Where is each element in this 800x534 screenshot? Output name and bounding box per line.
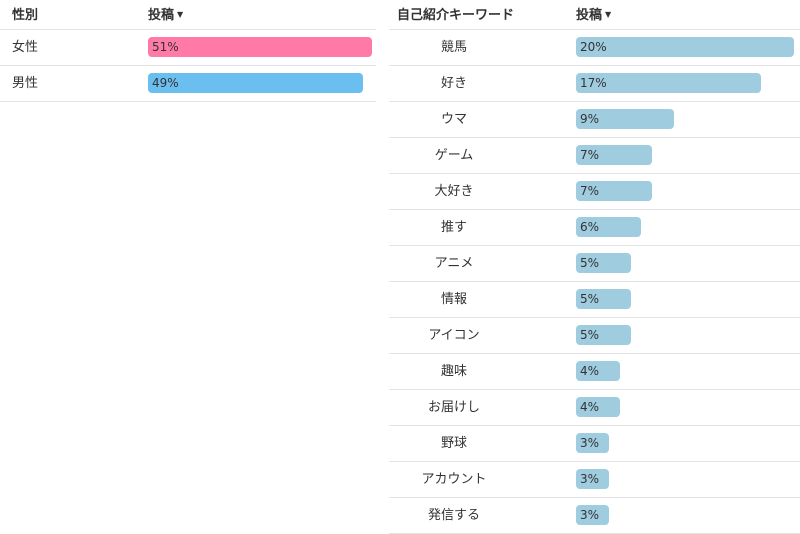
table-row: 発信する 3%: [389, 498, 800, 534]
bar-track: 49%: [148, 73, 372, 93]
bar: 3%: [576, 505, 609, 525]
gender-table: 性別 投稿 ▼ 女性 51% 男性 49%: [0, 0, 376, 102]
gender-table-header: 性別 投稿 ▼: [0, 0, 376, 30]
table-row: 大好き 7%: [389, 174, 800, 210]
gender-posts-column-header[interactable]: 投稿 ▼: [148, 4, 183, 23]
bar-value-label: 7%: [580, 184, 600, 198]
bar: 9%: [576, 109, 675, 129]
sort-desc-icon[interactable]: ▼: [605, 10, 612, 19]
keyword-label: ゲーム: [434, 148, 474, 163]
bar-value-label: 7%: [580, 148, 600, 162]
keyword-label: 情報: [440, 292, 467, 307]
bar-track: 3%: [576, 469, 794, 489]
bar: 20%: [576, 37, 794, 57]
bar-track: 17%: [576, 73, 794, 93]
bar: 4%: [576, 361, 620, 381]
keyword-label: アイコン: [428, 328, 480, 343]
table-row: アカウント 3%: [389, 462, 800, 498]
keyword-label: 大好き: [434, 184, 474, 199]
keyword-posts-column-header[interactable]: 投稿 ▼: [576, 4, 611, 23]
bar-value-label: 4%: [580, 364, 600, 378]
bar-value-label: 4%: [580, 400, 600, 414]
bar-track: 4%: [576, 397, 794, 417]
keyword-label: 好き: [440, 76, 467, 91]
bar-track: 3%: [576, 505, 794, 525]
keyword-label: 野球: [440, 436, 467, 451]
table-row: 野球 3%: [389, 426, 800, 462]
bar-value-label: 17%: [580, 76, 607, 90]
bar: 51%: [148, 37, 372, 57]
bar: 6%: [576, 217, 642, 237]
bar: 17%: [576, 73, 762, 93]
keyword-rows: 競馬 20% 好き 17% ウマ 9% ゲーム 7% 大好き 7% 推す 6% アニメ 5% 情報 5% アイコ…: [389, 30, 800, 534]
bar-value-label: 5%: [580, 292, 600, 306]
gender-column-header: 性別: [12, 8, 39, 23]
keyword-label: アニメ: [434, 256, 474, 271]
keyword-label: お届けし: [427, 400, 480, 415]
bar-value-label: 51%: [152, 40, 179, 54]
bar-track: 20%: [576, 37, 794, 57]
table-row: 情報 5%: [389, 282, 800, 318]
bar-value-label: 6%: [580, 220, 600, 234]
keyword-label: 推す: [440, 220, 467, 235]
bar-track: 5%: [576, 253, 794, 273]
keyword-table: 自己紹介キーワード 投稿 ▼ 競馬 20% 好き 17% ウマ 9% ゲーム 7% 大好き 7% 推す…: [389, 0, 800, 534]
bar-value-label: 20%: [580, 40, 607, 54]
bar-value-label: 49%: [152, 76, 179, 90]
keyword-posts-header-label: 投稿: [576, 8, 603, 23]
keyword-column-header: 自己紹介キーワード: [397, 8, 515, 23]
table-row: お届けし 4%: [389, 390, 800, 426]
table-row: アイコン 5%: [389, 318, 800, 354]
bar: 5%: [576, 253, 631, 273]
table-row: 趣味 4%: [389, 354, 800, 390]
gender-label: 男性: [12, 76, 39, 91]
bar: 3%: [576, 469, 609, 489]
keyword-label: 競馬: [440, 40, 467, 55]
bar-track: 9%: [576, 109, 794, 129]
table-row: 競馬 20%: [389, 30, 800, 66]
table-row: 好き 17%: [389, 66, 800, 102]
bar-track: 7%: [576, 181, 794, 201]
bar: 4%: [576, 397, 620, 417]
bar-track: 51%: [148, 37, 372, 57]
keyword-label: 趣味: [440, 364, 467, 379]
table-row: 男性 49%: [0, 66, 376, 102]
bar: 5%: [576, 325, 631, 345]
bar-value-label: 9%: [580, 112, 600, 126]
bar-value-label: 5%: [580, 328, 600, 342]
keyword-label: ウマ: [440, 112, 467, 127]
gender-rows: 女性 51% 男性 49%: [0, 30, 376, 102]
table-row: ウマ 9%: [389, 102, 800, 138]
table-row: ゲーム 7%: [389, 138, 800, 174]
bar-track: 7%: [576, 145, 794, 165]
bar: 3%: [576, 433, 609, 453]
bar-value-label: 3%: [580, 436, 600, 450]
bar-value-label: 3%: [580, 472, 600, 486]
bar-track: 5%: [576, 289, 794, 309]
bar-track: 5%: [576, 325, 794, 345]
keyword-label: 発信する: [427, 508, 480, 523]
keyword-label: アカウント: [421, 472, 487, 487]
bar-track: 6%: [576, 217, 794, 237]
table-row: アニメ 5%: [389, 246, 800, 282]
gender-label: 女性: [12, 40, 39, 55]
bar-value-label: 5%: [580, 256, 600, 270]
sort-desc-icon[interactable]: ▼: [177, 10, 184, 19]
table-row: 女性 51%: [0, 30, 376, 66]
bar-track: 3%: [576, 433, 794, 453]
bar: 5%: [576, 289, 631, 309]
bar: 49%: [148, 73, 364, 93]
bar: 7%: [576, 145, 653, 165]
bar-value-label: 3%: [580, 508, 600, 522]
bar-track: 4%: [576, 361, 794, 381]
keyword-table-header: 自己紹介キーワード 投稿 ▼: [389, 0, 800, 30]
gender-posts-header-label: 投稿: [148, 8, 175, 23]
table-row: 推す 6%: [389, 210, 800, 246]
bar: 7%: [576, 181, 653, 201]
